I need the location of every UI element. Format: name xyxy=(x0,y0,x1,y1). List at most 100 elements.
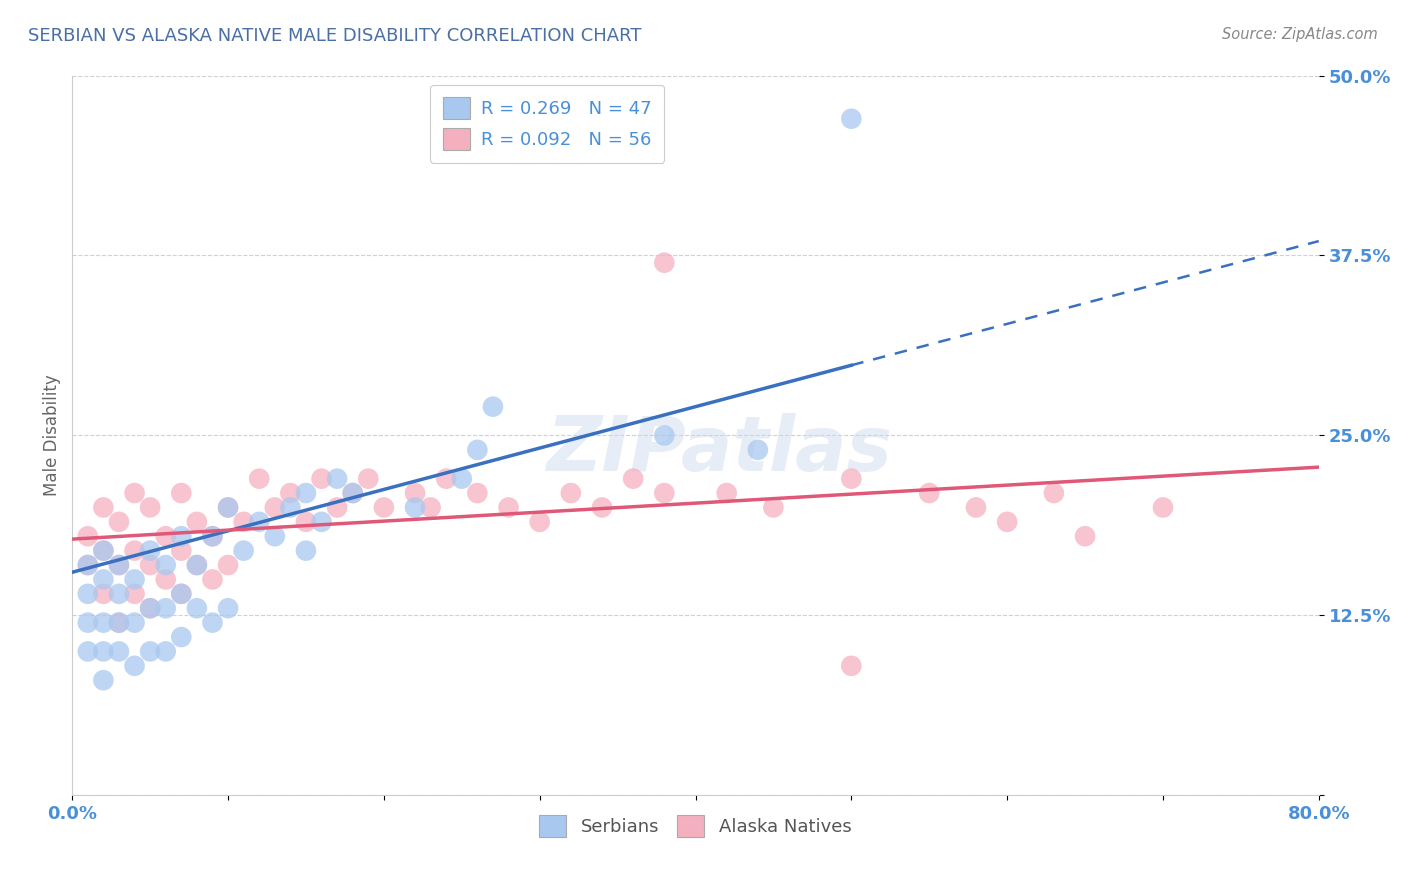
Point xyxy=(280,486,302,500)
Point xyxy=(263,500,285,515)
Point xyxy=(1074,529,1097,543)
Point xyxy=(434,472,457,486)
Point xyxy=(170,543,193,558)
Point xyxy=(716,486,738,500)
Point xyxy=(108,587,131,601)
Point xyxy=(201,529,224,543)
Point xyxy=(124,543,146,558)
Point xyxy=(419,500,441,515)
Point xyxy=(93,543,115,558)
Point xyxy=(373,500,395,515)
Point xyxy=(201,529,224,543)
Point xyxy=(247,515,270,529)
Point xyxy=(170,587,193,601)
Point xyxy=(217,601,239,615)
Point xyxy=(1152,500,1174,515)
Point xyxy=(654,428,676,442)
Point xyxy=(170,587,193,601)
Point xyxy=(560,486,582,500)
Point xyxy=(357,472,380,486)
Point xyxy=(654,255,676,269)
Point xyxy=(186,558,208,572)
Point xyxy=(965,500,987,515)
Point xyxy=(217,500,239,515)
Point xyxy=(93,673,115,688)
Point xyxy=(311,472,333,486)
Point xyxy=(108,615,131,630)
Point xyxy=(108,558,131,572)
Point xyxy=(108,615,131,630)
Point xyxy=(247,472,270,486)
Point xyxy=(450,472,472,486)
Point xyxy=(124,486,146,500)
Point xyxy=(311,515,333,529)
Point xyxy=(295,515,318,529)
Point xyxy=(139,558,162,572)
Point xyxy=(76,558,98,572)
Point xyxy=(467,486,489,500)
Point xyxy=(217,558,239,572)
Point xyxy=(76,529,98,543)
Point xyxy=(93,644,115,658)
Point xyxy=(918,486,941,500)
Point xyxy=(139,601,162,615)
Point xyxy=(839,112,862,126)
Point xyxy=(124,587,146,601)
Point xyxy=(591,500,613,515)
Point xyxy=(621,472,644,486)
Point xyxy=(839,472,862,486)
Point xyxy=(295,486,318,500)
Point xyxy=(124,658,146,673)
Point xyxy=(201,573,224,587)
Point xyxy=(995,515,1018,529)
Point xyxy=(1043,486,1066,500)
Point xyxy=(762,500,785,515)
Point xyxy=(280,500,302,515)
Point xyxy=(295,543,318,558)
Text: Source: ZipAtlas.com: Source: ZipAtlas.com xyxy=(1222,27,1378,42)
Point xyxy=(93,587,115,601)
Point xyxy=(170,529,193,543)
Point xyxy=(124,573,146,587)
Point xyxy=(232,543,254,558)
Point xyxy=(108,515,131,529)
Text: SERBIAN VS ALASKA NATIVE MALE DISABILITY CORRELATION CHART: SERBIAN VS ALASKA NATIVE MALE DISABILITY… xyxy=(28,27,641,45)
Point xyxy=(155,573,177,587)
Point xyxy=(76,615,98,630)
Point xyxy=(217,500,239,515)
Point xyxy=(467,442,489,457)
Point xyxy=(170,486,193,500)
Point xyxy=(139,644,162,658)
Point xyxy=(529,515,551,529)
Point xyxy=(186,515,208,529)
Y-axis label: Male Disability: Male Disability xyxy=(44,375,60,496)
Point xyxy=(186,558,208,572)
Point xyxy=(654,486,676,500)
Point xyxy=(342,486,364,500)
Point xyxy=(232,515,254,529)
Point xyxy=(201,615,224,630)
Legend: Serbians, Alaska Natives: Serbians, Alaska Natives xyxy=(531,807,859,844)
Point xyxy=(139,500,162,515)
Point xyxy=(124,615,146,630)
Point xyxy=(482,400,505,414)
Point xyxy=(139,543,162,558)
Point xyxy=(76,587,98,601)
Point xyxy=(326,500,349,515)
Point xyxy=(108,558,131,572)
Point xyxy=(76,644,98,658)
Point xyxy=(155,644,177,658)
Point xyxy=(263,529,285,543)
Point xyxy=(342,486,364,500)
Point xyxy=(93,573,115,587)
Point xyxy=(93,500,115,515)
Point xyxy=(170,630,193,644)
Point xyxy=(93,615,115,630)
Point xyxy=(404,486,426,500)
Point xyxy=(404,500,426,515)
Point xyxy=(93,543,115,558)
Point xyxy=(747,442,769,457)
Point xyxy=(76,558,98,572)
Point xyxy=(139,601,162,615)
Point xyxy=(839,658,862,673)
